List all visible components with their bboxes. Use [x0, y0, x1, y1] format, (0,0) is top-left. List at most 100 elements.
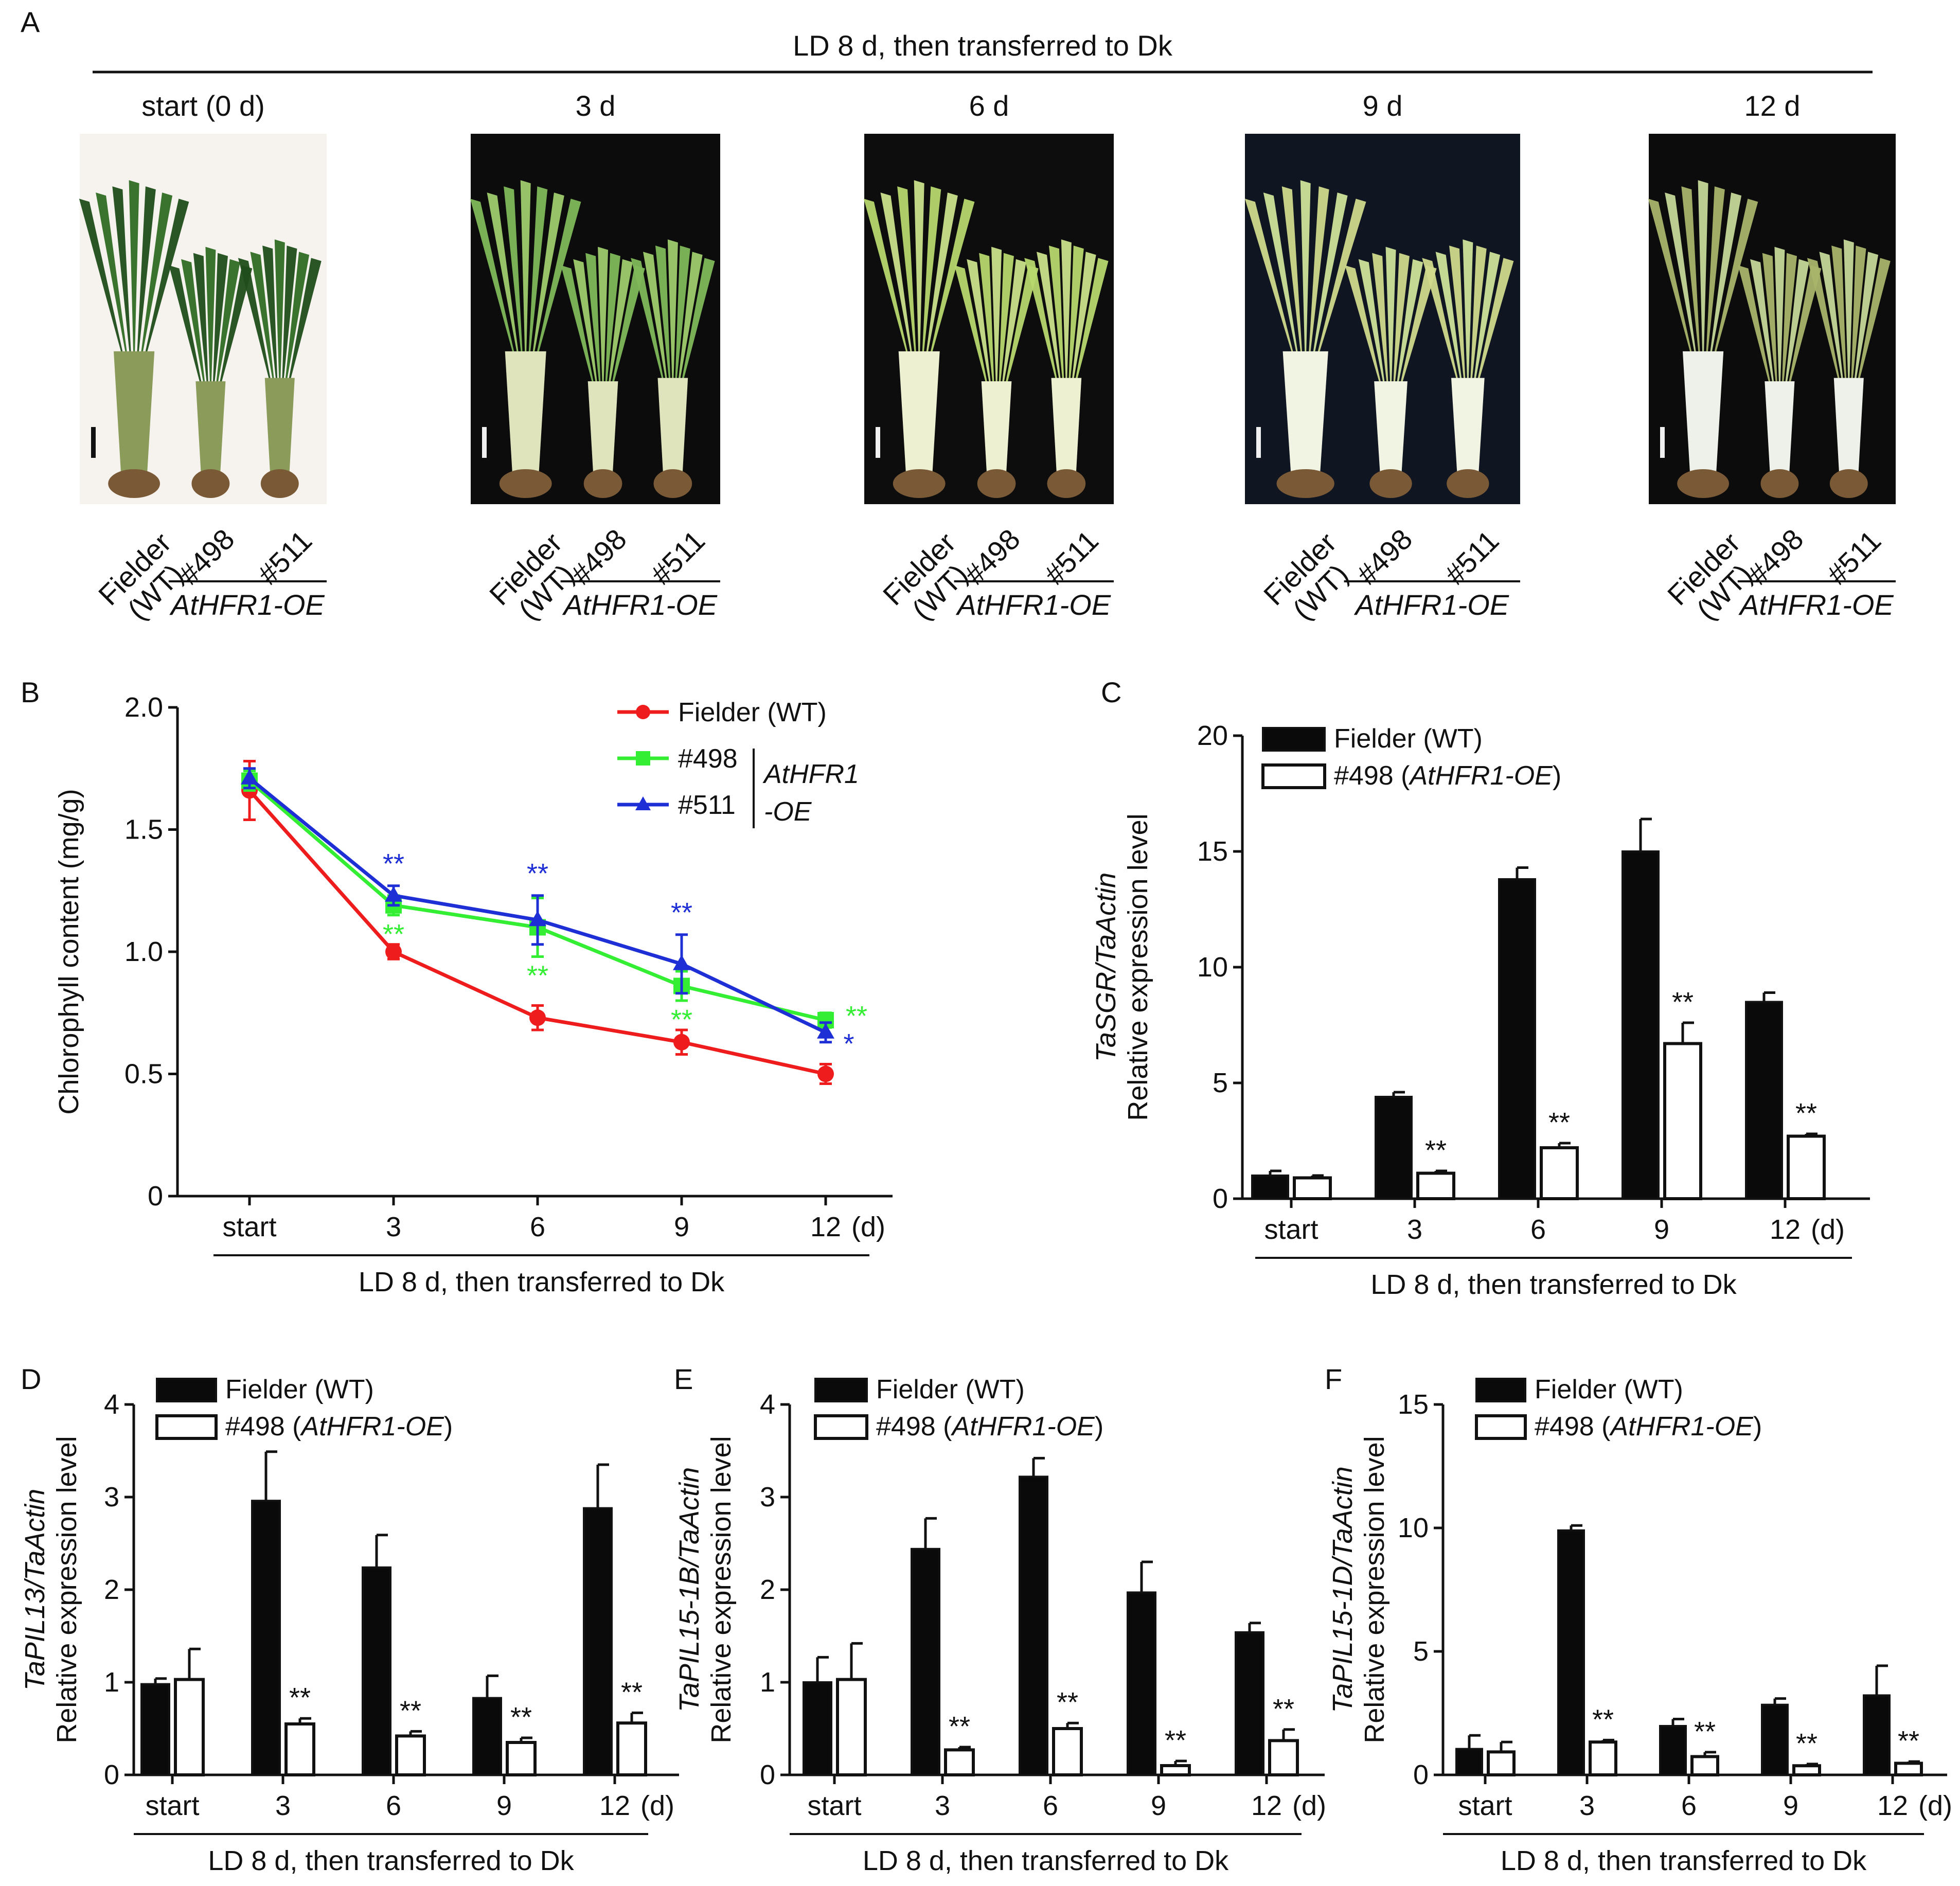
seedling-leaf	[129, 180, 139, 383]
seedling-leaf	[1395, 265, 1437, 406]
x-unit: (d)	[1811, 1214, 1845, 1245]
seedling-leaf	[675, 252, 703, 403]
legend-label-wt: Fielder (WT)	[225, 1375, 374, 1404]
y-tick-label: 1.0	[124, 936, 163, 967]
significance-stars: **	[621, 1677, 643, 1707]
seedling-leaf	[284, 258, 322, 403]
legend-label: Fielder (WT)	[678, 698, 827, 727]
seedling-leaf	[79, 199, 130, 383]
seedling-stem	[1683, 351, 1724, 476]
x-tick-label: 6	[386, 1790, 401, 1821]
seedling-leaf	[1310, 199, 1366, 383]
seedling-leaf	[530, 199, 581, 383]
data-point	[529, 911, 546, 927]
significance-stars: **	[383, 919, 404, 950]
bar-oe	[395, 1734, 426, 1776]
seedling-leaf	[1307, 186, 1329, 383]
seedling-leaf	[1843, 239, 1854, 403]
seedling-leaf	[1244, 199, 1301, 383]
legend-label-oe: #498 (AtHFR1-OE)	[225, 1412, 453, 1442]
y-tick-label: 4	[760, 1389, 775, 1420]
significance-stars: **	[1165, 1725, 1186, 1756]
seedling-leaf	[1281, 186, 1304, 383]
photo-title: 12 d	[1744, 90, 1801, 122]
seedling-leaf	[470, 199, 521, 383]
bar-wt	[1761, 1703, 1789, 1776]
x-axis-label: LD 8 d, then transferred to Dk	[1370, 1269, 1737, 1300]
seedling-leaf	[954, 265, 992, 406]
y-axis-label: Relative expression level	[1359, 1436, 1390, 1743]
bar-wt	[1235, 1631, 1264, 1776]
x-unit: (d)	[1292, 1790, 1326, 1821]
bar-oe	[506, 1741, 537, 1776]
bar-wt	[583, 1507, 613, 1776]
seedling-leaf	[1048, 245, 1065, 403]
seedling-roots	[1276, 469, 1334, 498]
seedling-leaf	[920, 186, 941, 383]
seedling-roots	[583, 469, 622, 498]
seedling-leaf	[1750, 259, 1777, 406]
panel-letter: E	[674, 1363, 693, 1395]
bar-oe	[1690, 1755, 1719, 1776]
seedling-bundle	[169, 246, 253, 498]
seedling-leaf	[212, 253, 228, 406]
legend-label-wt: Fielder (WT)	[1334, 724, 1483, 754]
seedling-leaf	[1422, 258, 1464, 403]
legend-group-label: -OE	[764, 797, 812, 827]
legend-swatch-wt	[1262, 727, 1326, 752]
seedling-bundle	[1345, 246, 1437, 498]
significance-stars: **	[1057, 1687, 1078, 1718]
seedling-bundle	[79, 180, 189, 498]
seedling-leaf	[1704, 186, 1725, 383]
y-tick-label: 1	[104, 1667, 119, 1698]
data-point	[529, 1009, 546, 1026]
photo-title: 3 d	[576, 90, 616, 122]
label-wt: Fielder(WT)	[1257, 526, 1355, 626]
x-tick-label: 3	[935, 1790, 950, 1821]
seedling-roots	[1829, 469, 1868, 498]
seedling-leaf	[598, 246, 609, 406]
legend-label-wt: Fielder (WT)	[876, 1375, 1025, 1404]
scale-bar	[91, 427, 96, 458]
bar-oe	[1487, 1750, 1516, 1777]
y-tick-label: 4	[104, 1389, 119, 1420]
significance-stars: **	[1694, 1716, 1716, 1747]
significance-stars: **	[1592, 1704, 1614, 1735]
seedling-leaf	[181, 259, 208, 406]
seedling-leaf	[1853, 258, 1891, 403]
data-point	[385, 944, 402, 960]
seedling-leaf	[863, 199, 915, 383]
legend-label-wt: Fielder (WT)	[1535, 1375, 1683, 1404]
seedling-bundle	[1244, 180, 1366, 498]
seedling-leaf	[967, 259, 994, 406]
seedling-leaf	[1738, 265, 1775, 406]
seedling-leaf	[250, 252, 277, 403]
seedling-leaf	[677, 258, 715, 403]
seedling-leaf	[1706, 192, 1742, 383]
panel-f: F 0 5 10 15 start 3 6 9 12 (d) LD 8 d, then transfe…	[1325, 1363, 1952, 1876]
bar-oe	[1160, 1764, 1191, 1776]
x-tick-label: 3	[275, 1790, 291, 1821]
bar-wt	[1863, 1694, 1891, 1776]
seedling-leaf	[674, 245, 690, 403]
seedling-roots	[977, 469, 1016, 498]
scale-bar	[876, 427, 880, 458]
x-axis-label: LD 8 d, then transferred to Dk	[863, 1845, 1229, 1876]
y-tick-label: 5	[1413, 1636, 1429, 1667]
x-tick-label: start	[145, 1790, 199, 1821]
seedling-leaf	[1784, 265, 1822, 406]
y-tick-label: 0	[148, 1181, 163, 1212]
x-tick-label: 6	[1530, 1214, 1546, 1245]
x-tick-label: 12	[599, 1790, 630, 1821]
seedling-leaf	[561, 265, 599, 406]
seedling-leaf	[282, 252, 310, 403]
x-tick-label: 12	[810, 1212, 841, 1242]
seedling-leaf	[1071, 258, 1109, 403]
seedling-roots	[1047, 469, 1086, 498]
seedling-leaf	[1358, 259, 1388, 406]
data-point	[817, 1065, 834, 1082]
legend-swatch-oe	[1475, 1414, 1527, 1440]
y-axis-label-gene: TaSGR/TaActin	[1091, 873, 1121, 1062]
seedling-bundle	[863, 180, 975, 498]
